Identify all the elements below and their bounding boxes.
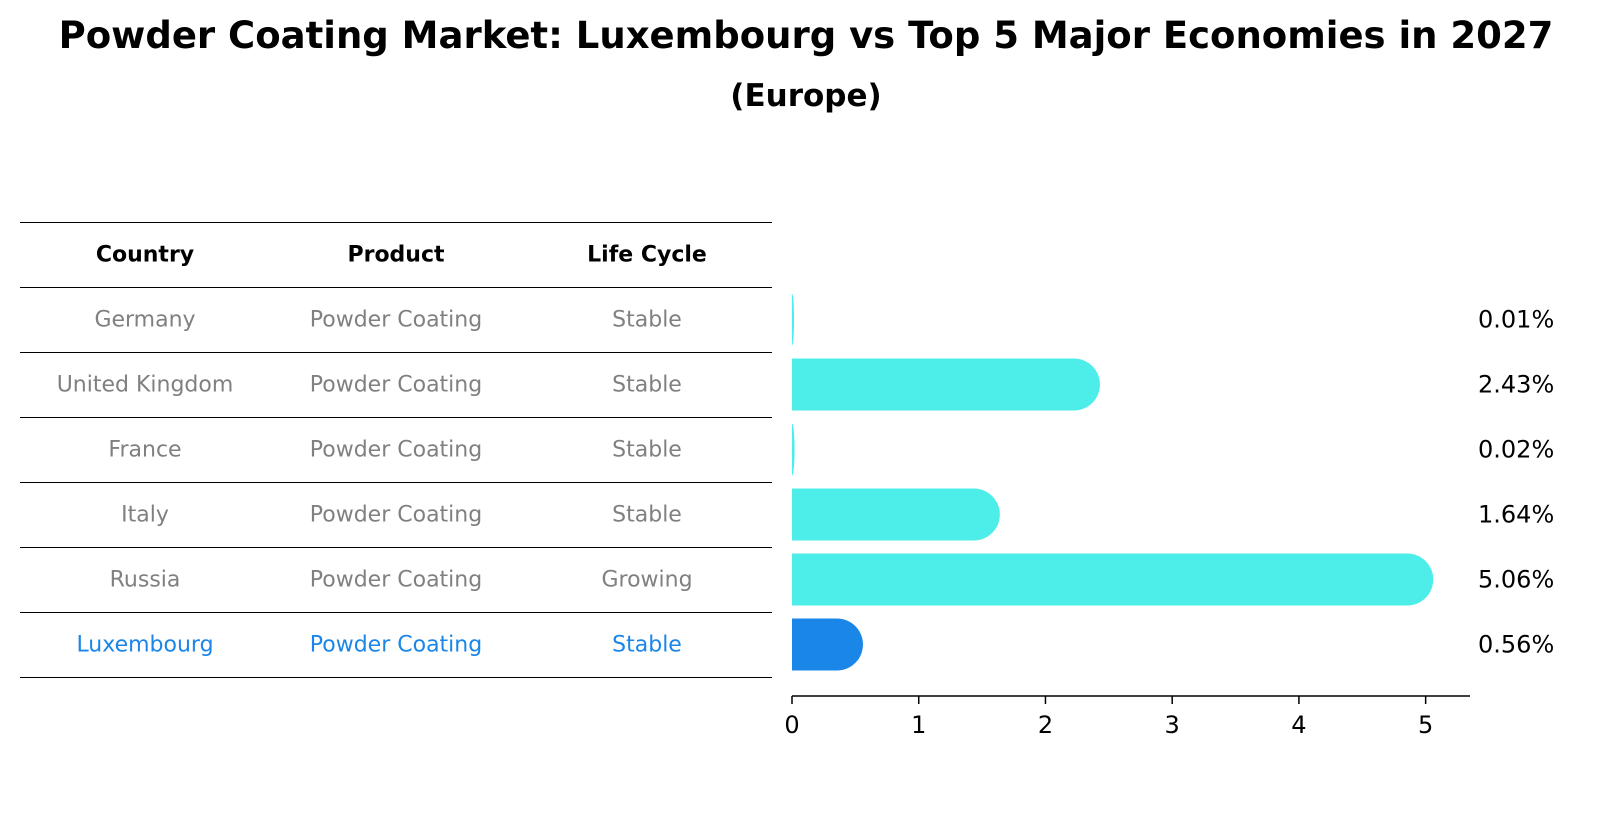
highlight-bar: [792, 618, 863, 671]
table-rule: [20, 677, 772, 678]
row-product: Powder Coating: [309, 567, 483, 593]
row-product: Powder Coating: [309, 437, 483, 463]
bar: [792, 423, 795, 476]
value-label: 5.06%: [1478, 566, 1554, 594]
row-life-cycle: Stable: [612, 437, 682, 463]
row-life-cycle: Stable: [612, 307, 682, 333]
x-tick-label: 3: [1165, 711, 1180, 739]
highlight-row-life-cycle: Stable: [612, 632, 682, 658]
table-rule: [20, 352, 772, 353]
table-rule: [20, 222, 772, 223]
bar: [792, 488, 1000, 541]
table-rule: [20, 482, 772, 483]
table-rule: [20, 612, 772, 613]
chart-subtitle: (Europe): [730, 78, 882, 114]
header-country: Country: [95, 242, 195, 268]
bar: [792, 553, 1434, 606]
highlight-row-country: Luxembourg: [76, 632, 214, 658]
chart-title: Powder Coating Market: Luxembourg vs Top…: [58, 14, 1554, 57]
x-tick-label: 1: [911, 711, 926, 739]
row-country: Germany: [94, 307, 196, 333]
highlight-row-product: Powder Coating: [309, 632, 483, 658]
row-product: Powder Coating: [309, 372, 483, 398]
x-tick-label: 5: [1418, 711, 1433, 739]
table-rule: [20, 287, 772, 288]
value-label: 0.02%: [1478, 436, 1554, 464]
value-label: 0.56%: [1478, 631, 1554, 659]
x-tick-label: 0: [784, 711, 799, 739]
bar: [792, 293, 794, 346]
x-tick-label: 2: [1038, 711, 1053, 739]
value-label: 2.43%: [1478, 371, 1554, 399]
value-label: 1.64%: [1478, 501, 1554, 529]
row-product: Powder Coating: [309, 502, 483, 528]
row-life-cycle: Growing: [601, 567, 693, 593]
row-product: Powder Coating: [309, 307, 483, 333]
x-tick-label: 4: [1291, 711, 1306, 739]
row-country: Italy: [121, 502, 169, 528]
table-rule: [20, 547, 772, 548]
bar: [792, 358, 1100, 411]
row-life-cycle: Stable: [612, 372, 682, 398]
header-life-cycle: Life Cycle: [587, 242, 707, 268]
value-label: 0.01%: [1478, 306, 1554, 334]
row-country: France: [108, 437, 182, 463]
row-country: United Kingdom: [56, 372, 234, 398]
row-life-cycle: Stable: [612, 502, 682, 528]
table-rule: [20, 417, 772, 418]
header-product: Product: [347, 242, 445, 268]
row-country: Russia: [109, 567, 181, 593]
